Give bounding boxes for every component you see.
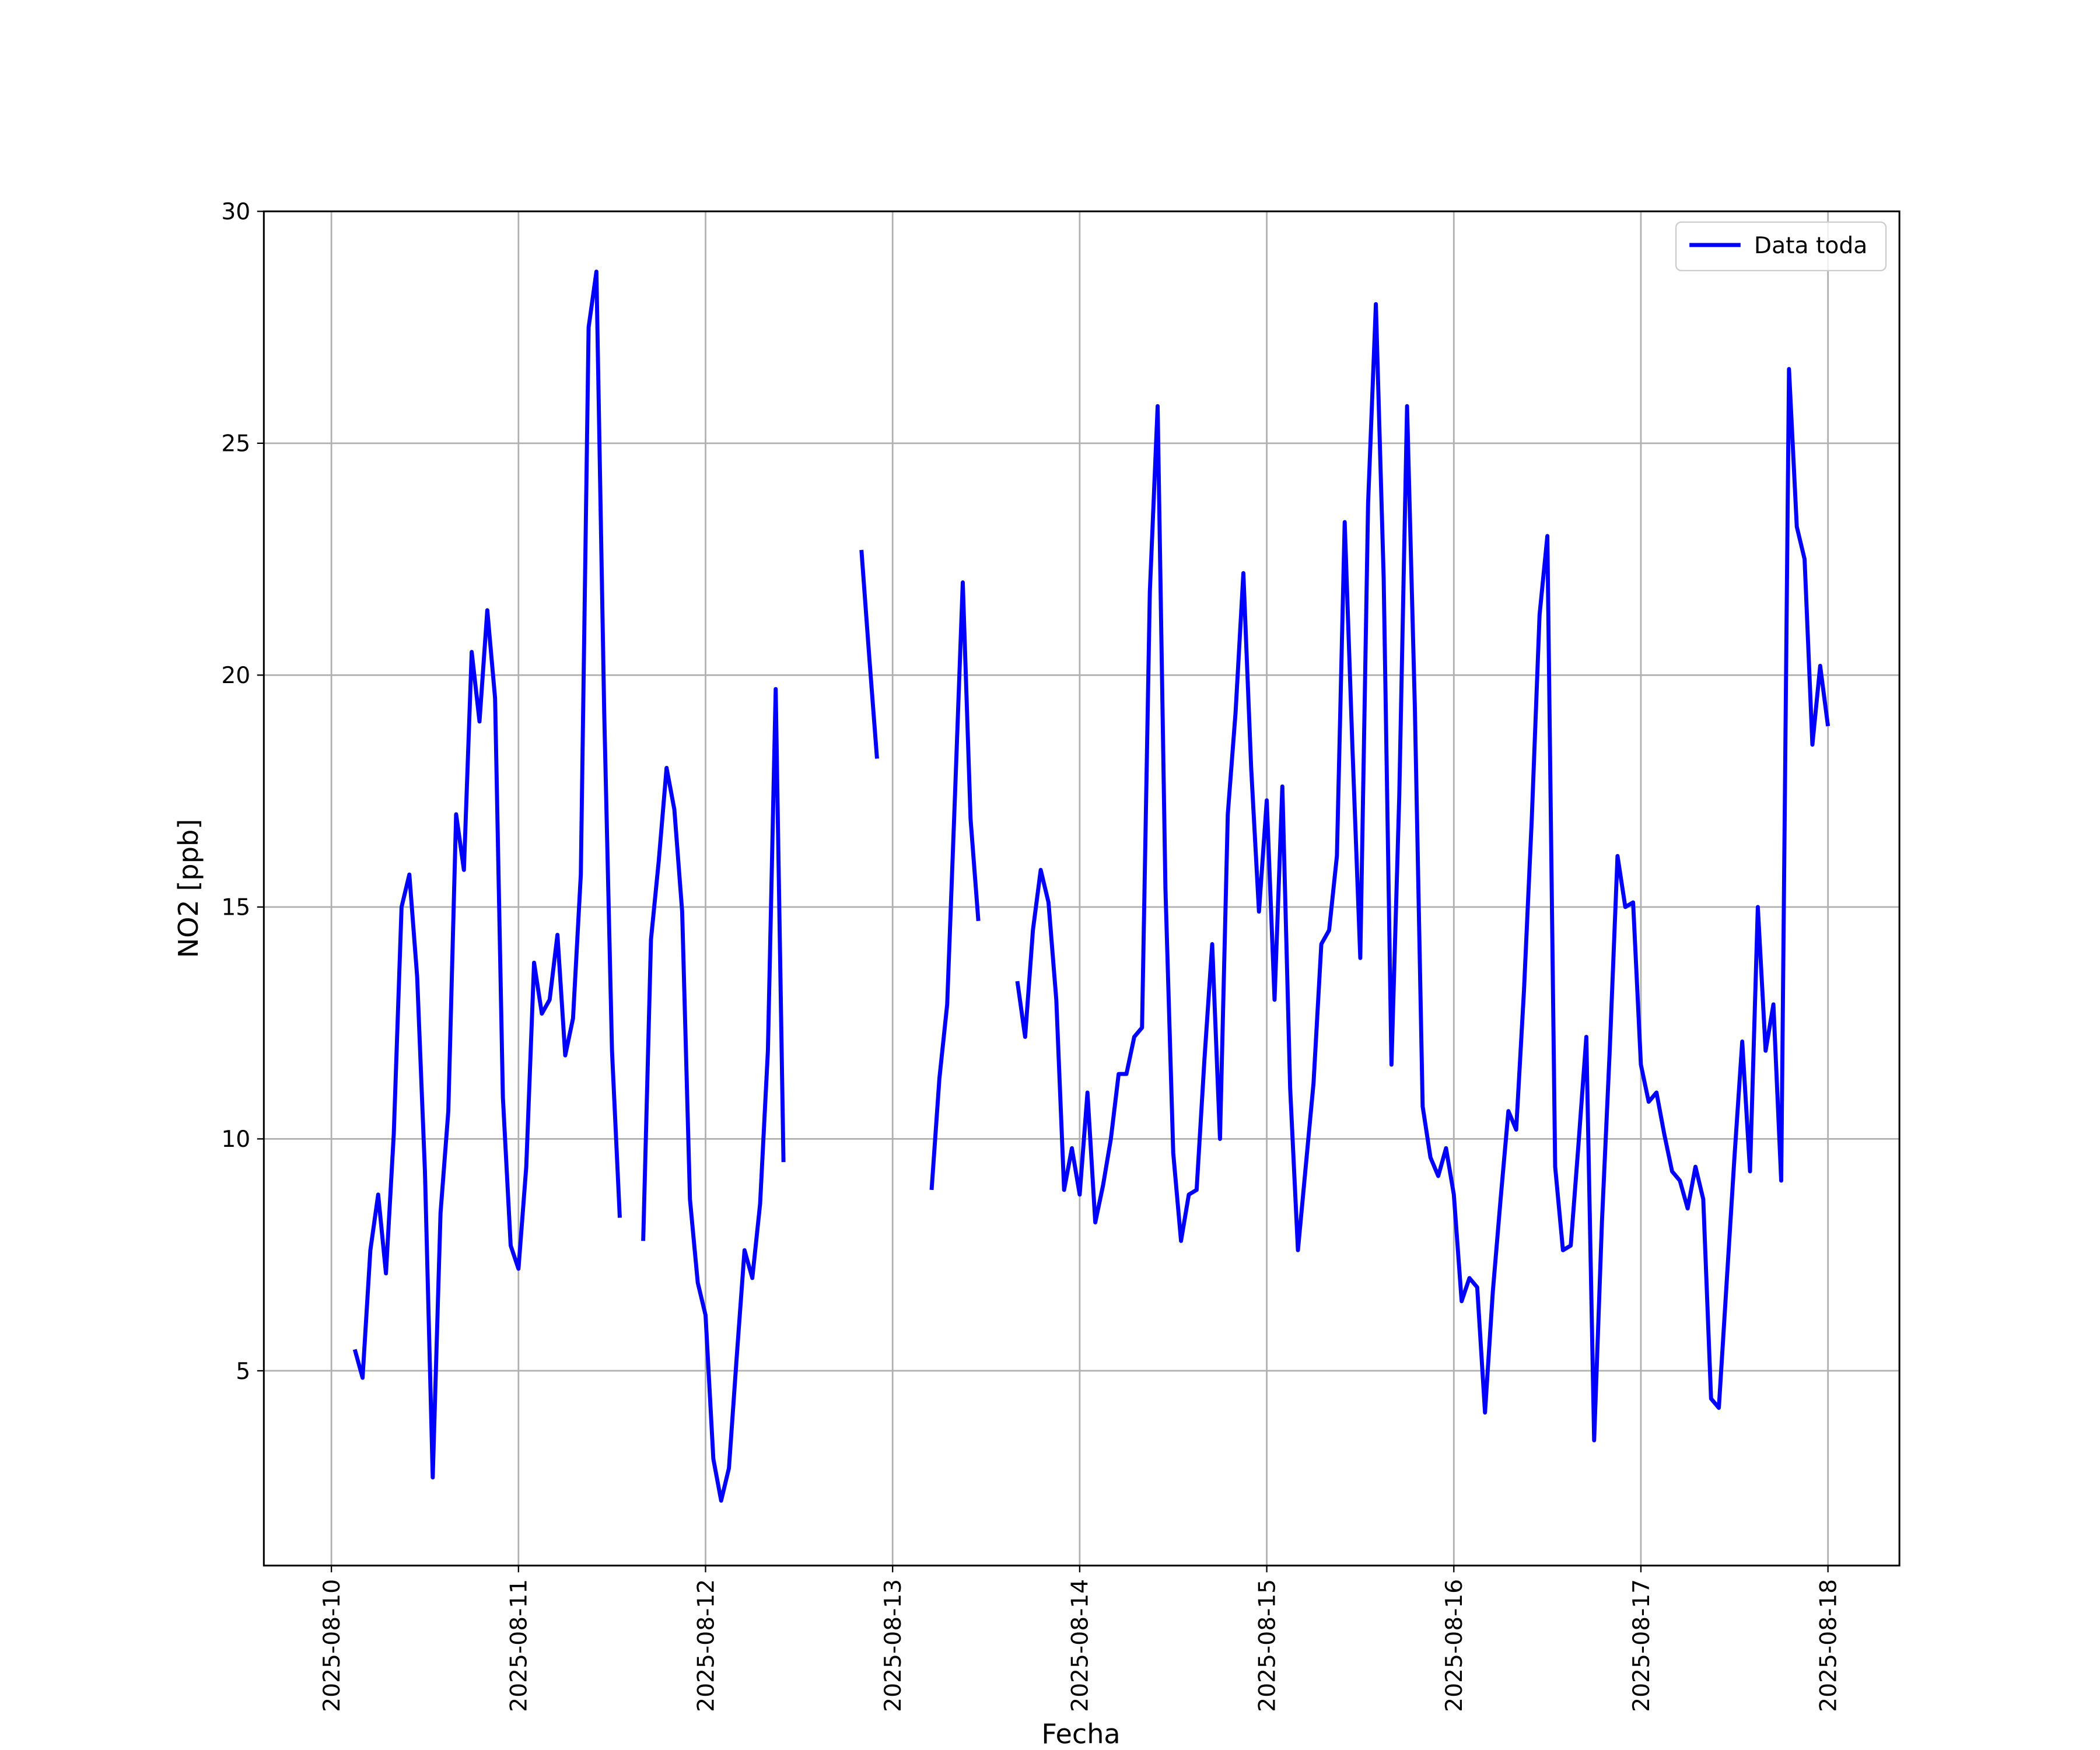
x-tick-label: 2025-08-18 — [1816, 1579, 1842, 1712]
y-tick-label: 15 — [221, 895, 250, 921]
x-tick-label: 2025-08-17 — [1629, 1579, 1655, 1712]
plot-frame — [262, 210, 1901, 1567]
y-tick-label: 25 — [221, 431, 250, 457]
data-line — [1015, 302, 1831, 1443]
y-tick-label: 5 — [236, 1359, 250, 1385]
y-tick-label: 20 — [221, 663, 250, 689]
data-line — [641, 687, 786, 1503]
data-line — [859, 550, 879, 759]
legend-label: Data toda — [1754, 233, 1867, 259]
data-line — [352, 270, 622, 1480]
y-tick-label: 30 — [221, 199, 250, 225]
x-tick-label: 2025-08-15 — [1254, 1579, 1280, 1712]
data-line — [929, 580, 981, 1191]
x-tick-label: 2025-08-11 — [506, 1579, 533, 1712]
x-tick-label: 2025-08-16 — [1441, 1579, 1468, 1712]
y-tick-label: 10 — [221, 1126, 250, 1153]
y-axis-label: NO2 [ppb] — [173, 819, 204, 958]
x-axis-label: Fecha — [1041, 1718, 1120, 1749]
x-tick-label: 2025-08-10 — [319, 1579, 345, 1712]
x-tick-label: 2025-08-12 — [693, 1579, 719, 1712]
x-tick-label: 2025-08-14 — [1068, 1579, 1094, 1712]
legend-box — [1675, 221, 1887, 271]
x-tick-label: 2025-08-13 — [880, 1579, 907, 1712]
